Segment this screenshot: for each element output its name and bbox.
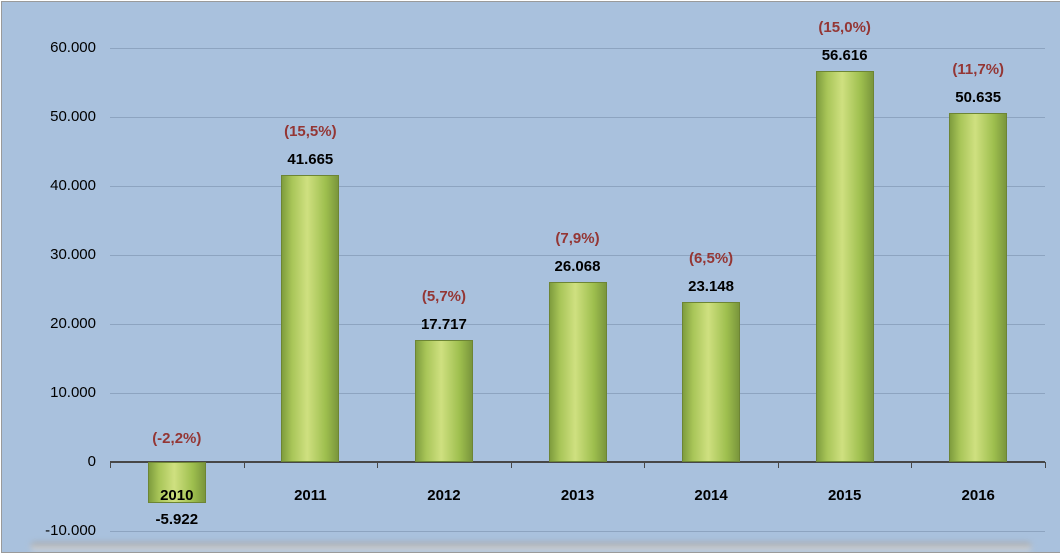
- y-axis-label: 50.000: [50, 108, 96, 125]
- x-axis-label: 2011: [294, 487, 327, 504]
- x-axis-label: 2016: [961, 487, 995, 504]
- axis-tick: [110, 462, 111, 468]
- gridline: [110, 48, 1045, 49]
- bar-percent-label: (6,5%): [688, 250, 734, 268]
- y-axis-label: -10.000: [45, 522, 96, 539]
- picture-shadow: [30, 542, 1032, 551]
- x-axis-label: 2010: [160, 487, 194, 504]
- axis-tick: [377, 462, 379, 468]
- y-axis-label: 10.000: [50, 384, 96, 401]
- bar-percent-label: (15,0%): [818, 19, 871, 37]
- bar-2010: [147, 462, 206, 503]
- y-axis-label: 20.000: [50, 315, 96, 332]
- gridline: [110, 255, 1045, 256]
- axis-tick: [777, 462, 779, 468]
- bar-percent-label: (15,5%): [284, 122, 337, 140]
- axis-tick: [243, 462, 245, 468]
- bar-value-label: 56.616: [821, 47, 868, 65]
- y-axis-label: 40.000: [50, 177, 96, 194]
- x-axis-label: 2012: [427, 487, 461, 504]
- x-axis-label: 2014: [694, 487, 728, 504]
- axis-tick: [911, 462, 913, 468]
- bar-percent-label: (7,9%): [555, 230, 600, 248]
- bar-value-label: 26.068: [554, 258, 601, 276]
- bar-percent-label: (5,7%): [421, 287, 467, 305]
- bar-2015: [815, 71, 874, 462]
- bar-value-label: -5.922: [155, 510, 199, 528]
- bar-2011: [281, 174, 340, 462]
- axis-tick: [644, 462, 646, 468]
- bar-2014: [682, 302, 741, 462]
- bar-value-label: 41.665: [287, 150, 334, 168]
- bar-value-label: 23.148: [688, 278, 734, 296]
- bar-2012: [414, 339, 473, 462]
- bar-2013: [548, 282, 607, 462]
- axis-tick: [1045, 462, 1046, 468]
- bar-value-label: 50.635: [955, 88, 1002, 106]
- bar-2016: [949, 112, 1008, 462]
- y-axis-label: 30.000: [50, 246, 96, 263]
- gridline: [110, 186, 1045, 187]
- bar-value-label: 17.717: [420, 315, 467, 333]
- bar-percent-label: (-2,2%): [152, 430, 202, 447]
- axis-tick: [510, 462, 512, 468]
- y-axis-label: 60.000: [50, 39, 96, 56]
- gridline: [110, 117, 1045, 118]
- x-axis-label: 2013: [560, 487, 595, 504]
- gridline: [110, 531, 1045, 532]
- bar-percent-label: (11,7%): [952, 60, 1005, 78]
- zero-axis-line: [110, 461, 1045, 463]
- y-axis-label: 0: [87, 453, 96, 470]
- x-axis-label: 2015: [827, 487, 862, 504]
